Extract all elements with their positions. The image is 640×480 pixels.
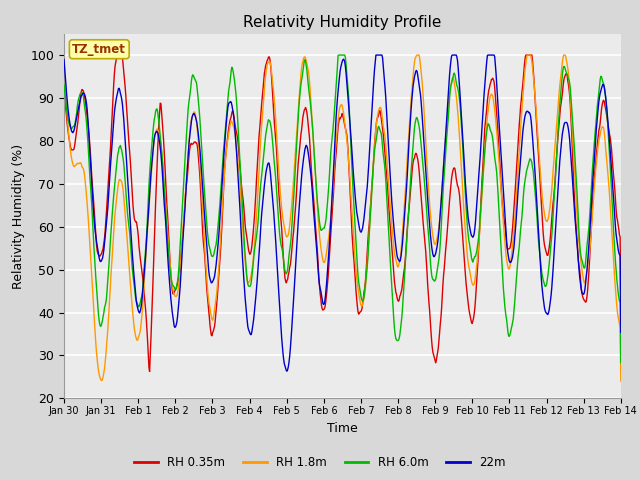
RH 6.0m (371, 142, 379, 148)
RH 0.35m (300, 111, 307, 117)
RH 1.8m (60, 69, 68, 75)
RH 0.35m (372, 125, 380, 131)
22m (299, 161, 307, 167)
RH 1.8m (338, 102, 346, 108)
RH 6.0m (436, 250, 444, 255)
RH 1.8m (371, 144, 378, 150)
22m (617, 329, 625, 335)
Line: RH 0.35m: RH 0.35m (64, 55, 621, 372)
X-axis label: Time: Time (327, 421, 358, 434)
RH 1.8m (617, 378, 625, 384)
RH 6.0m (339, 52, 347, 58)
RH 1.8m (373, 115, 381, 120)
RH 0.35m (617, 317, 625, 323)
Line: RH 1.8m: RH 1.8m (64, 55, 621, 381)
RH 6.0m (202, 202, 209, 207)
RH 6.0m (335, 52, 342, 58)
22m (436, 211, 444, 217)
Line: 22m: 22m (64, 55, 621, 371)
RH 6.0m (60, 82, 68, 88)
22m (371, 59, 379, 64)
Text: TZ_tmet: TZ_tmet (72, 43, 126, 56)
22m (375, 52, 383, 58)
22m (339, 57, 347, 63)
RH 0.35m (340, 115, 348, 121)
RH 0.35m (60, 86, 68, 92)
RH 1.8m (202, 255, 209, 261)
Title: Relativity Humidity Profile: Relativity Humidity Profile (243, 15, 442, 30)
RH 0.35m (436, 321, 444, 327)
RH 0.35m (114, 52, 122, 58)
22m (372, 52, 380, 58)
RH 0.35m (375, 112, 383, 118)
22m (283, 368, 291, 374)
RH 6.0m (617, 360, 625, 366)
Line: RH 6.0m: RH 6.0m (64, 55, 621, 363)
22m (202, 224, 209, 229)
22m (60, 57, 68, 62)
RH 1.8m (436, 217, 444, 223)
Legend: RH 0.35m, RH 1.8m, RH 6.0m, 22m: RH 0.35m, RH 1.8m, RH 6.0m, 22m (130, 452, 510, 474)
RH 6.0m (374, 125, 381, 131)
Y-axis label: Relativity Humidity (%): Relativity Humidity (%) (12, 144, 25, 288)
RH 0.35m (146, 369, 154, 374)
RH 6.0m (298, 73, 306, 79)
RH 0.35m (203, 285, 211, 290)
RH 1.8m (413, 52, 421, 58)
RH 1.8m (298, 61, 306, 67)
